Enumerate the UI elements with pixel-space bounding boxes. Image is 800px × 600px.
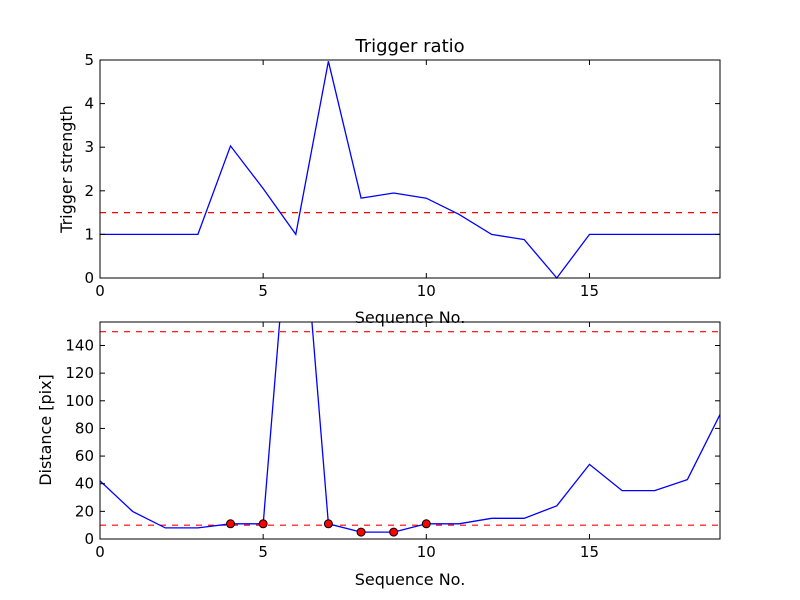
x-tick-label: 10 bbox=[417, 543, 436, 561]
plot-frame bbox=[99, 59, 721, 279]
series-line bbox=[100, 322, 720, 533]
data-point-marker bbox=[421, 519, 431, 529]
x-tick-label: 0 bbox=[95, 282, 105, 300]
data-point-marker bbox=[226, 519, 236, 529]
x-tick-label: 0 bbox=[95, 543, 105, 561]
series-line bbox=[100, 61, 720, 280]
y-tick-label: 5 bbox=[84, 51, 94, 69]
chart-title: Trigger ratio bbox=[354, 36, 464, 57]
y-tick-label: 40 bbox=[75, 475, 94, 493]
y-tick-label: 3 bbox=[84, 138, 94, 156]
x-axis-label: Sequence No. bbox=[355, 308, 466, 327]
y-tick-label: 0 bbox=[84, 269, 94, 287]
y-tick-label: 80 bbox=[75, 419, 94, 437]
y-axis-label: Trigger strength bbox=[57, 105, 76, 234]
y-tick-label: 4 bbox=[84, 95, 94, 113]
y-tick-label: 100 bbox=[65, 392, 94, 410]
distance-panel: 0 5 10 15 0 20 40 60 80 100 120 140 Sequence No. Di… bbox=[36, 321, 721, 589]
y-tick-label: 2 bbox=[84, 182, 94, 200]
y-tick-label: 60 bbox=[75, 447, 94, 465]
y-tick-label: 140 bbox=[65, 336, 94, 354]
y-tick-label: 1 bbox=[84, 225, 94, 243]
x-tick-label: 10 bbox=[417, 282, 436, 300]
plot-frame bbox=[99, 321, 721, 540]
y-tick-label: 0 bbox=[84, 530, 94, 548]
x-axis-label: Sequence No. bbox=[355, 570, 466, 589]
y-tick-label: 20 bbox=[75, 502, 94, 520]
data-point-marker bbox=[258, 519, 268, 529]
data-point-marker bbox=[323, 519, 333, 529]
x-tick-label: 5 bbox=[258, 282, 268, 300]
y-tick-label: 120 bbox=[65, 364, 94, 382]
x-tick-label: 15 bbox=[580, 543, 599, 561]
data-point-marker bbox=[389, 527, 399, 537]
y-axis-label: Distance [pix] bbox=[36, 374, 55, 486]
x-tick-label: 5 bbox=[258, 543, 268, 561]
data-point-marker bbox=[356, 527, 366, 537]
x-tick-label: 15 bbox=[580, 282, 599, 300]
